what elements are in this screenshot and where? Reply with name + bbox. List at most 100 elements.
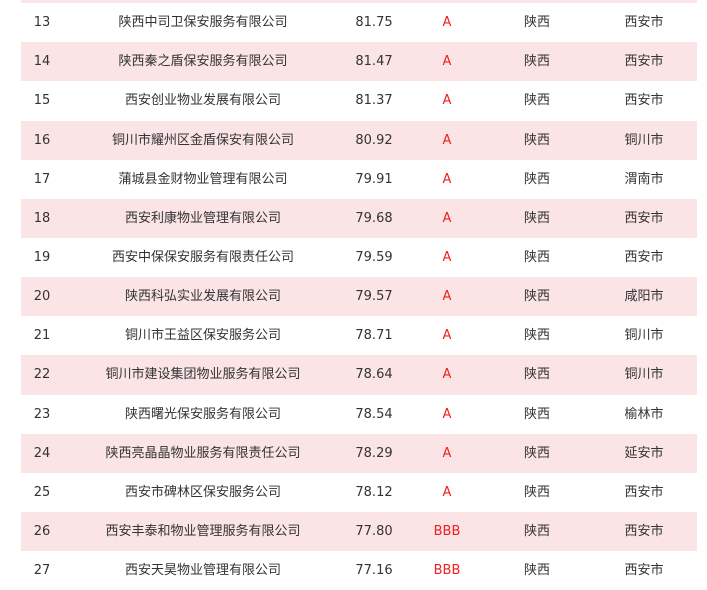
cell-grade: A	[442, 289, 452, 305]
cell-grade: A	[442, 328, 452, 344]
cell-score: 81.47	[355, 54, 393, 70]
cell-city: 榆林市	[624, 406, 664, 422]
cell-company: 西安利康物业管理有限公司	[124, 210, 282, 226]
cell-score: 79.57	[355, 289, 393, 305]
cell-city: 西安市	[624, 484, 664, 500]
cell-rank: 15	[33, 93, 51, 109]
table-row: 22 铜川市建设集团物业服务有限公司 78.64 A 陕西 铜川市	[21, 355, 697, 395]
cell-rank: 20	[33, 289, 51, 305]
cell-grade: A	[442, 406, 452, 422]
cell-score: 77.16	[355, 563, 393, 579]
cell-grade: BBB	[433, 523, 461, 539]
cell-grade: A	[442, 93, 452, 109]
ranking-table: 13 陕西中司卫保安服务有限公司 81.75 A 陕西 西安市 14 陕西秦之盾保安服务有限公…	[21, 0, 697, 590]
cell-rank: 23	[33, 406, 51, 422]
cell-company: 西安天昊物业管理有限公司	[124, 563, 282, 579]
table-row: 20 陕西科弘实业发展有限公司 79.57 A 陕西 咸阳市	[21, 277, 697, 317]
cell-province: 陕西	[523, 15, 551, 31]
cell-rank: 26	[33, 523, 51, 539]
cell-city: 西安市	[624, 93, 664, 109]
cell-company: 铜川市耀州区金盾保安有限公司	[111, 132, 295, 148]
cell-score: 78.29	[355, 445, 393, 461]
cell-score: 81.37	[355, 93, 393, 109]
table-row: 14 陕西秦之盾保安服务有限公司 81.47 A 陕西 西安市	[21, 42, 697, 82]
cell-company: 蒲城县金财物业管理有限公司	[118, 171, 288, 187]
cell-grade: A	[442, 132, 452, 148]
cell-company: 西安丰泰和物业管理服务有限公司	[105, 523, 301, 539]
cell-city: 西安市	[624, 249, 664, 265]
cell-grade: A	[442, 210, 452, 226]
cell-grade: A	[442, 171, 452, 187]
cell-city: 铜川市	[624, 132, 664, 148]
cell-grade: A	[442, 15, 452, 31]
cell-grade: A	[442, 249, 452, 265]
cell-score: 81.75	[355, 15, 393, 31]
cell-company: 陕西秦之盾保安服务有限公司	[118, 54, 288, 70]
cell-company: 西安创业物业发展有限公司	[124, 93, 282, 109]
table-row: 25 西安市碑林区保安服务公司 78.12 A 陕西 西安市	[21, 473, 697, 512]
cell-rank: 17	[33, 171, 51, 187]
cell-rank: 18	[33, 210, 51, 226]
table-row: 24 陕西亮晶晶物业服务有限责任公司 78.29 A 陕西 延安市	[21, 433, 697, 473]
cell-score: 78.54	[355, 406, 393, 422]
table-row: 18 西安利康物业管理有限公司 79.68 A 陕西 西安市	[21, 198, 697, 238]
cell-score: 79.68	[355, 210, 393, 226]
cell-city: 西安市	[624, 210, 664, 226]
cell-grade: A	[442, 445, 452, 461]
cell-city: 咸阳市	[624, 289, 664, 305]
table-row: 17 蒲城县金财物业管理有限公司 79.91 A 陕西 渭南市	[21, 160, 697, 199]
cell-province: 陕西	[523, 484, 551, 500]
cell-company: 陕西中司卫保安服务有限公司	[118, 15, 288, 31]
table-row: 21 铜川市王益区保安服务公司 78.71 A 陕西 铜川市	[21, 316, 697, 355]
cell-company: 陕西亮晶晶物业服务有限责任公司	[105, 445, 301, 461]
table-row	[21, 0, 697, 4]
cell-province: 陕西	[523, 210, 551, 226]
table-row: 26 西安丰泰和物业管理服务有限公司 77.80 BBB 陕西 西安市	[21, 511, 697, 552]
cell-city: 铜川市	[624, 367, 664, 383]
cell-company: 铜川市建设集团物业服务有限公司	[105, 367, 301, 383]
table-row: 16 铜川市耀州区金盾保安有限公司 80.92 A 陕西 铜川市	[21, 120, 697, 160]
cell-company: 铜川市王益区保安服务公司	[124, 328, 282, 344]
table-row: 27 西安天昊物业管理有限公司 77.16 BBB 陕西 西安市	[21, 551, 697, 590]
cell-rank: 16	[33, 132, 51, 148]
cell-grade: A	[442, 367, 452, 383]
table-row: 15 西安创业物业发展有限公司 81.37 A 陕西 西安市	[21, 81, 697, 120]
cell-province: 陕西	[523, 406, 551, 422]
cell-grade: A	[442, 54, 452, 70]
cell-province: 陕西	[523, 93, 551, 109]
cell-province: 陕西	[523, 367, 551, 383]
cell-province: 陕西	[523, 563, 551, 579]
cell-score: 77.80	[355, 523, 393, 539]
cell-rank: 25	[33, 484, 51, 500]
cell-score: 79.91	[355, 171, 393, 187]
cell-city: 西安市	[624, 523, 664, 539]
cell-rank: 22	[33, 367, 51, 383]
table-row: 19 西安中保保安服务有限责任公司 79.59 A 陕西 西安市	[21, 238, 697, 277]
cell-rank: 27	[33, 563, 51, 579]
cell-city: 渭南市	[624, 171, 664, 187]
cell-province: 陕西	[523, 132, 551, 148]
table-row: 13 陕西中司卫保安服务有限公司 81.75 A 陕西 西安市	[21, 3, 697, 42]
cell-company: 西安中保保安服务有限责任公司	[111, 249, 295, 265]
cell-score: 80.92	[355, 132, 393, 148]
cell-rank: 19	[33, 249, 51, 265]
cell-city: 延安市	[624, 445, 664, 461]
cell-province: 陕西	[523, 445, 551, 461]
cell-rank: 14	[33, 54, 51, 70]
cell-province: 陕西	[523, 171, 551, 187]
cell-grade: A	[442, 484, 452, 500]
cell-company: 西安市碑林区保安服务公司	[124, 484, 282, 500]
cell-score: 78.64	[355, 367, 393, 383]
cell-company: 陕西科弘实业发展有限公司	[124, 289, 282, 305]
cell-grade: BBB	[433, 563, 461, 579]
table-row: 23 陕西曙光保安服务有限公司 78.54 A 陕西 榆林市	[21, 395, 697, 434]
cell-province: 陕西	[523, 289, 551, 305]
cell-province: 陕西	[523, 249, 551, 265]
cell-company: 陕西曙光保安服务有限公司	[124, 406, 282, 422]
cell-rank: 21	[33, 328, 51, 344]
cell-rank: 24	[33, 445, 51, 461]
cell-score: 78.71	[355, 328, 393, 344]
cell-province: 陕西	[523, 328, 551, 344]
cell-city: 西安市	[624, 54, 664, 70]
cell-score: 79.59	[355, 249, 393, 265]
